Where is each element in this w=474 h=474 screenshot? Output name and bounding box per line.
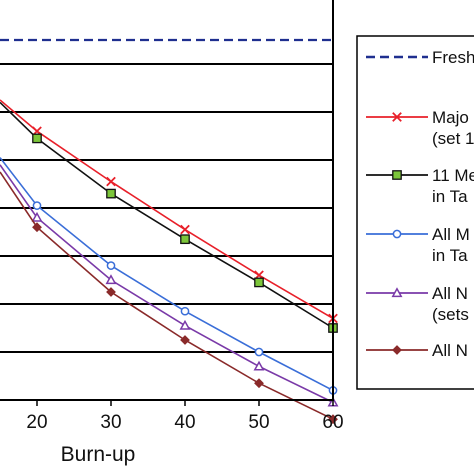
series-layer — [0, 38, 339, 425]
gridlines — [0, 63, 333, 353]
legend: Fresh Majo (set 1 11 Me in Ta All M in Ta All N… — [356, 35, 474, 390]
series-line — [0, 171, 334, 420]
data-point — [253, 360, 265, 371]
data-point — [392, 112, 402, 122]
legend-label: Majo — [432, 108, 469, 127]
x-tick-label: 30 — [100, 412, 121, 433]
x-axis-title: Burn-up — [61, 443, 136, 466]
x-tick-label: 40 — [174, 412, 195, 433]
legend-sublabel: in Ta — [432, 187, 468, 206]
series-2 — [0, 99, 338, 324]
data-point — [105, 274, 117, 285]
legend-item-6: All N — [366, 341, 468, 360]
legend-label: Fresh — [432, 48, 474, 67]
x-tick-labels: 20 30 40 50 60 — [26, 400, 344, 433]
data-point — [180, 306, 190, 316]
series-line — [0, 164, 334, 404]
legend-box — [356, 35, 474, 390]
data-point — [32, 133, 42, 144]
series-4 — [0, 157, 338, 395]
legend-item-3: 11 Me in Ta — [366, 166, 474, 206]
legend-sublabel: (sets — [432, 305, 469, 324]
legend-item-4: All M in Ta — [366, 225, 470, 265]
data-point — [31, 211, 43, 222]
data-point — [32, 201, 42, 210]
data-point — [392, 345, 402, 355]
series-6 — [0, 171, 338, 425]
legend-sublabel: in Ta — [432, 246, 468, 265]
data-point — [32, 222, 42, 233]
legend-sublabel: (set 1 — [432, 129, 474, 148]
series-line — [0, 101, 334, 329]
axes — [0, 0, 334, 401]
series-5 — [0, 164, 339, 407]
data-point — [180, 224, 190, 235]
legend-item-1: Fresh — [366, 48, 474, 67]
data-point — [392, 170, 402, 180]
series-line — [0, 157, 334, 392]
data-point — [180, 234, 190, 245]
legend-label: 11 Me — [432, 166, 474, 185]
data-point — [106, 176, 116, 187]
legend-item-5: All N (sets — [366, 284, 469, 324]
x-tick-label: 20 — [26, 412, 47, 433]
data-point — [391, 287, 403, 298]
legend-label: All N — [432, 284, 468, 303]
data-point — [106, 261, 116, 270]
data-point — [179, 319, 191, 330]
data-point — [254, 277, 264, 288]
legend-label: All M — [432, 225, 470, 244]
data-point — [392, 229, 402, 239]
data-point — [106, 188, 116, 199]
legend-label: All N — [432, 341, 468, 360]
legend-item-2: Majo (set 1 — [366, 108, 474, 148]
data-point — [106, 287, 116, 297]
data-point — [254, 347, 264, 357]
x-tick-label: 60 — [322, 412, 343, 433]
data-point — [180, 335, 190, 345]
x-tick-label: 50 — [248, 412, 269, 433]
series-line — [0, 99, 334, 320]
data-point — [328, 414, 338, 425]
data-point — [254, 378, 264, 389]
